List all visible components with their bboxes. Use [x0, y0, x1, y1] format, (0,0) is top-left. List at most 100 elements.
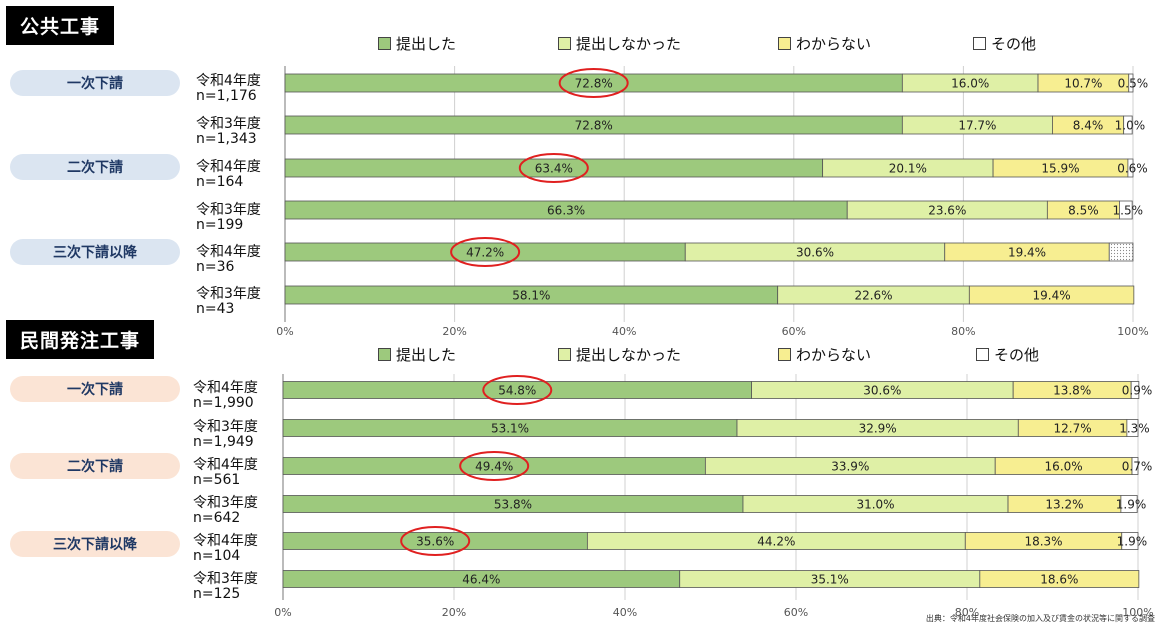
- row-n: n=43: [196, 301, 235, 317]
- legend-item-unknown: わからない: [778, 33, 871, 54]
- row-label: 令和3年度 n=125: [193, 572, 258, 602]
- row-n: n=1,990: [193, 395, 254, 411]
- legend-item-not-submitted: 提出しなかった: [558, 33, 681, 54]
- data-label: 1.9%: [1117, 535, 1148, 549]
- data-label: 72.8%: [575, 119, 613, 133]
- legend-swatch-unknown: [778, 37, 791, 50]
- bar-segment-other: [1108, 242, 1134, 262]
- row-year: 令和3年度: [196, 116, 261, 132]
- row-year: 令和4年度: [193, 533, 258, 549]
- row-year: 令和4年度: [196, 244, 261, 260]
- data-label: 35.1%: [811, 573, 849, 587]
- data-label: 66.3%: [547, 204, 585, 218]
- legend-swatch-submitted: [378, 348, 391, 361]
- data-label: 18.3%: [1024, 535, 1062, 549]
- row-label: 令和3年度 n=1,343: [196, 117, 261, 147]
- row-n: n=1,949: [193, 434, 254, 450]
- bar-segment-other: [1128, 73, 1134, 93]
- group-label-first-tier: 一次下請: [10, 70, 180, 96]
- bar-segment-other: [1119, 200, 1133, 220]
- group-label-third-tier: 三次下請以降: [10, 531, 180, 557]
- data-label: 35.6%: [416, 535, 454, 549]
- bar-segment-other: [1123, 115, 1133, 135]
- data-label: 19.4%: [1033, 289, 1071, 303]
- row-year: 令和3年度: [193, 571, 258, 587]
- data-label: 0.6%: [1117, 162, 1148, 176]
- data-label: 44.2%: [757, 535, 795, 549]
- x-tick-label: 80%: [951, 325, 975, 338]
- data-label: 15.9%: [1041, 162, 1079, 176]
- data-label: 47.2%: [466, 246, 504, 260]
- data-label: 1.5%: [1113, 204, 1144, 218]
- x-tick-label: 100%: [1117, 325, 1148, 338]
- x-tick-label: 100%: [1122, 606, 1153, 619]
- legend-label: 提出しなかった: [576, 346, 682, 364]
- row-label: 令和3年度 n=642: [193, 496, 258, 526]
- row-label: 令和3年度 n=199: [196, 203, 261, 233]
- data-label: 22.6%: [854, 289, 892, 303]
- highlight-circle: [400, 526, 471, 556]
- data-label: 58.1%: [512, 289, 550, 303]
- data-label: 31.0%: [856, 498, 894, 512]
- row-label: 令和3年度 n=1,949: [193, 420, 258, 450]
- group-label-second-tier: 二次下請: [10, 453, 180, 479]
- legend-label: 提出した: [396, 35, 457, 53]
- section-title-public: 公共工事: [6, 6, 115, 45]
- legend-item-other: その他: [973, 33, 1036, 54]
- data-label: 0.9%: [1122, 384, 1153, 398]
- legend-swatch-other: [973, 37, 986, 50]
- bar-segment-unknown: [979, 570, 1140, 588]
- bar-segment-other: [1131, 457, 1139, 475]
- bar-segment-other: [1121, 532, 1139, 550]
- legend-item-unknown: わからない: [778, 344, 871, 365]
- legend-label: その他: [994, 346, 1040, 364]
- data-label: 23.6%: [928, 204, 966, 218]
- data-label: 72.8%: [575, 77, 613, 91]
- data-label: 19.4%: [1008, 246, 1046, 260]
- data-label: 53.8%: [494, 498, 532, 512]
- data-label: 12.7%: [1054, 422, 1092, 436]
- legend-item-submitted: 提出した: [378, 344, 456, 365]
- legend-label: 提出した: [396, 346, 457, 364]
- data-label: 10.7%: [1064, 77, 1102, 91]
- legend-item-not-submitted: 提出しなかった: [558, 344, 681, 365]
- row-label: 令和4年度 n=561: [193, 458, 258, 488]
- x-tick-label: 40%: [612, 325, 636, 338]
- data-label: 53.1%: [491, 422, 529, 436]
- legend-swatch-not-submitted: [558, 37, 571, 50]
- data-label: 13.8%: [1053, 384, 1091, 398]
- x-tick-label: 0%: [276, 325, 293, 338]
- data-label: 33.9%: [831, 460, 869, 474]
- bar-segment-other: [1126, 419, 1139, 437]
- row-year: 令和3年度: [196, 286, 261, 302]
- row-n: n=642: [193, 510, 241, 526]
- highlight-circle: [518, 153, 589, 183]
- data-label: 0.5%: [1118, 77, 1149, 91]
- x-tick-label: 0%: [274, 606, 291, 619]
- row-year: 令和4年度: [196, 159, 261, 175]
- data-label: 17.7%: [958, 119, 996, 133]
- row-n: n=1,176: [196, 88, 257, 104]
- row-n: n=125: [193, 586, 241, 602]
- legend-label: 提出しなかった: [576, 35, 682, 53]
- row-n: n=199: [196, 217, 244, 233]
- highlight-circle: [450, 237, 521, 267]
- row-year: 令和4年度: [193, 457, 258, 473]
- x-tick-label: 60%: [784, 606, 808, 619]
- row-n: n=164: [196, 174, 244, 190]
- x-tick-label: 20%: [442, 325, 466, 338]
- legend-item-submitted: 提出した: [378, 33, 456, 54]
- row-year: 令和3年度: [193, 419, 258, 435]
- row-label: 令和4年度 n=1,176: [196, 74, 261, 104]
- legend-item-other: その他: [976, 344, 1039, 365]
- bar-segment-other: [1130, 381, 1140, 399]
- data-label: 49.4%: [475, 460, 513, 474]
- data-label: 8.4%: [1073, 119, 1104, 133]
- section-title-private: 民間発注工事: [6, 320, 155, 359]
- x-tick-label: 40%: [613, 606, 637, 619]
- row-year: 令和4年度: [196, 73, 261, 89]
- legend-swatch-submitted: [378, 37, 391, 50]
- group-label-first-tier: 一次下請: [10, 376, 180, 402]
- bar-segment-other: [1127, 158, 1134, 178]
